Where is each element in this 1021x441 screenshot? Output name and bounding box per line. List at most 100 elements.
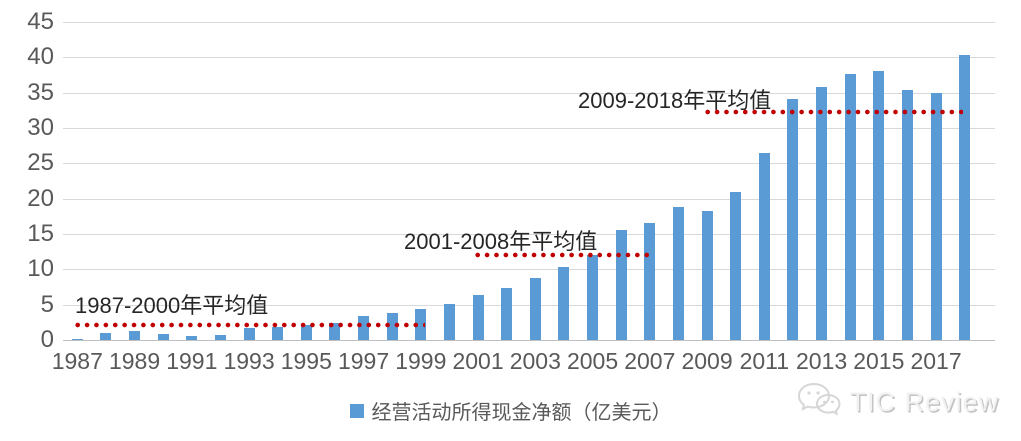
bar-slot-2012	[779, 22, 808, 340]
bar-1989	[129, 330, 141, 340]
y-tick-label-35: 35	[27, 78, 54, 106]
bar-slot-2011	[750, 22, 779, 340]
bar-2003	[529, 277, 541, 340]
bar-2011	[758, 153, 770, 340]
x-tick-label-2003: 2003	[509, 348, 561, 374]
bar-slot-2009	[693, 22, 722, 340]
x-tick-label-1991: 1991	[166, 348, 218, 374]
bar-slot-1989	[120, 22, 149, 340]
bar-2016	[901, 89, 913, 340]
x-tick-label-1993: 1993	[223, 348, 275, 374]
x-tick-label-1995: 1995	[280, 348, 332, 374]
bar-2008	[672, 207, 684, 340]
legend-label: 经营活动所得现金净额（亿美元）	[371, 402, 672, 424]
bar-2010	[730, 191, 742, 340]
bar-slot-2006	[607, 22, 636, 340]
bar-slot-1987	[63, 22, 92, 340]
x-tick-label-2001: 2001	[452, 348, 504, 374]
bar-2015	[873, 70, 885, 340]
bar-slot-1993	[235, 22, 264, 340]
x-tick-label-2013: 2013	[795, 348, 848, 374]
gridline-15	[63, 234, 995, 235]
legend: 经营活动所得现金净额（亿美元）	[0, 396, 1021, 425]
x-tick-label-2015: 2015	[853, 348, 905, 374]
x-tick-label-1989: 1989	[108, 348, 161, 374]
bar-slot-2008	[664, 22, 693, 340]
bar-slot-1996	[321, 22, 350, 340]
bar-2018	[959, 54, 971, 340]
bar-slot-2001	[464, 22, 493, 340]
x-tick-label-2009: 2009	[681, 348, 733, 374]
bar-2006	[615, 229, 627, 340]
average-line-1987-2000	[73, 322, 425, 329]
gridline-5	[63, 304, 995, 306]
bar-slot-2016	[893, 22, 922, 340]
bar-2004	[558, 266, 570, 340]
bar-2005	[587, 255, 599, 340]
y-tick-label-40: 40	[27, 43, 54, 71]
average-line-2001-2008	[473, 252, 652, 259]
bar-slot-1988	[92, 22, 121, 340]
bar-slot-2004	[550, 22, 579, 340]
annotation-label-2001-2008: 2001-2008年平均值	[404, 229, 598, 254]
annotation-label-1987-2000: 1987-2000年平均值	[75, 293, 269, 318]
bar-slot-1997	[349, 22, 378, 340]
x-tick-label-1987: 1987	[51, 348, 103, 374]
bar-slot-2002	[492, 22, 521, 340]
y-tick-label-5: 5	[40, 290, 54, 318]
y-tick-label-0: 0	[40, 326, 54, 353]
gridline-45	[63, 22, 995, 23]
bar-1987	[71, 339, 83, 340]
bar-slot-2010	[721, 22, 750, 340]
bar-slot-2005	[578, 22, 607, 340]
bar-slot-2013	[807, 22, 836, 340]
x-axis: 1987 1989 1991 1993 1995 1997 1999 2001 2003 2005…	[52, 348, 995, 380]
watermark-text: TIC Review	[849, 387, 999, 417]
gridline-10	[63, 269, 995, 271]
bar-slot-1992	[206, 22, 235, 340]
legend-swatch-icon	[349, 403, 364, 418]
gridline-35	[63, 92, 995, 94]
bar-slot-2014	[836, 22, 865, 340]
y-tick-label-25: 25	[27, 149, 54, 177]
bar-slot-1994	[263, 22, 292, 340]
gridline-30	[63, 128, 995, 129]
bar-slot-2007	[636, 22, 665, 340]
bar-1996	[329, 323, 341, 340]
y-tick-label-30: 30	[27, 114, 54, 141]
bar-1988	[100, 332, 112, 340]
bar-2000	[443, 303, 455, 340]
x-tick-label-2007: 2007	[624, 348, 676, 374]
bar-2014	[844, 73, 856, 340]
bar-slot-1990	[149, 22, 178, 340]
gridline-40	[63, 57, 995, 59]
bar-2002	[501, 288, 513, 340]
bar-slot-2018	[950, 22, 979, 340]
bar-1990	[157, 334, 169, 340]
y-tick-label-20: 20	[27, 184, 54, 212]
bar-slot-1995	[292, 22, 321, 340]
x-tick-label-1997: 1997	[337, 348, 390, 374]
average-line-2009-2018	[703, 109, 963, 116]
gridline-0	[63, 340, 995, 341]
annotation-label-2009-2018: 2009-2018年平均值	[578, 88, 772, 113]
bar-1992	[214, 335, 226, 340]
bar-slot-1991	[178, 22, 207, 340]
bar-2012	[787, 99, 799, 340]
wechat-logo-icon	[797, 382, 841, 423]
bar-2013	[816, 87, 828, 340]
bar-slot-1999	[407, 22, 436, 340]
bar-series	[63, 22, 979, 340]
bar-slot-2003	[521, 22, 550, 340]
x-tick-label-2005: 2005	[566, 348, 619, 374]
bar-slot-1998	[378, 22, 407, 340]
gridline-20	[63, 198, 995, 200]
bar-slot-2015	[865, 22, 894, 340]
bar-1994	[272, 327, 284, 340]
x-tick-label-2017: 2017	[910, 348, 962, 374]
bar-slot-2000	[435, 22, 464, 340]
y-tick-label-15: 15	[27, 220, 54, 247]
bar-2001	[472, 295, 484, 340]
gridline-25	[63, 163, 995, 165]
